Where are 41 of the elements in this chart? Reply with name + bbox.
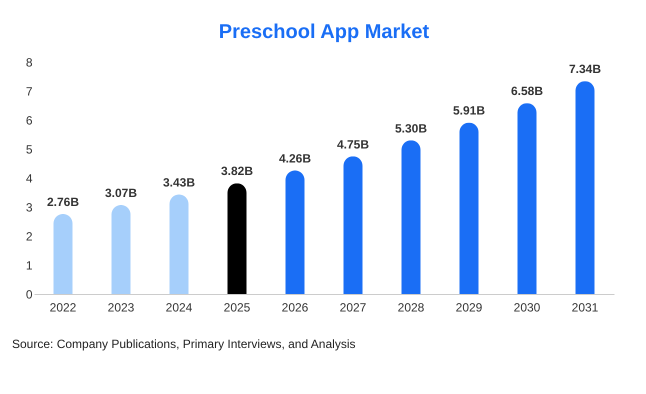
- x-tick-label: 2030: [514, 300, 541, 314]
- bar: [402, 140, 420, 294]
- x-tick-label: 2031: [572, 300, 599, 314]
- y-tick-label: 8: [26, 56, 33, 70]
- bar: [518, 103, 536, 294]
- bar: [460, 122, 478, 294]
- data-label: 5.30B: [394, 121, 428, 136]
- data-label: 4.75B: [336, 137, 370, 152]
- y-tick-label: 2: [26, 230, 33, 244]
- bar: [170, 194, 188, 294]
- bar: [286, 170, 304, 294]
- y-tick-label: 7: [26, 84, 33, 98]
- y-tick-label: 3: [26, 200, 33, 214]
- data-label: 3.07B: [104, 186, 138, 200]
- bar: [54, 214, 72, 294]
- y-tick-label: 0: [26, 288, 33, 302]
- x-tick-label: 2029: [456, 300, 483, 314]
- x-tick-label: 2025: [224, 300, 251, 314]
- data-label: 5.91B: [452, 104, 486, 118]
- y-tick-label: 6: [26, 114, 33, 128]
- x-tick-label: 2023: [108, 300, 135, 314]
- data-label: 2.76B: [46, 194, 80, 209]
- x-tick-label: 2022: [50, 300, 77, 314]
- x-tick-label: 2028: [398, 300, 425, 314]
- source-note: Source: Company Publications, Primary Interviews, and Analysis: [12, 337, 356, 351]
- data-label: 7.34B: [568, 62, 602, 76]
- bar: [228, 183, 246, 294]
- bar: [576, 81, 594, 294]
- bar: [112, 204, 130, 294]
- bar: [344, 156, 362, 294]
- data-label: 4.26B: [278, 151, 312, 166]
- data-label: 3.43B: [162, 176, 196, 190]
- x-tick-label: 2024: [166, 300, 193, 314]
- x-tick-label: 2027: [340, 300, 367, 314]
- x-tick-label: 2026: [282, 300, 309, 314]
- data-label: 3.82B: [220, 164, 254, 178]
- y-tick-label: 4: [26, 172, 33, 186]
- y-tick-label: 1: [26, 258, 33, 272]
- data-label: 6.58B: [510, 84, 544, 98]
- chart-title: Preschool App Market: [218, 21, 430, 43]
- y-tick-label: 5: [26, 142, 33, 156]
